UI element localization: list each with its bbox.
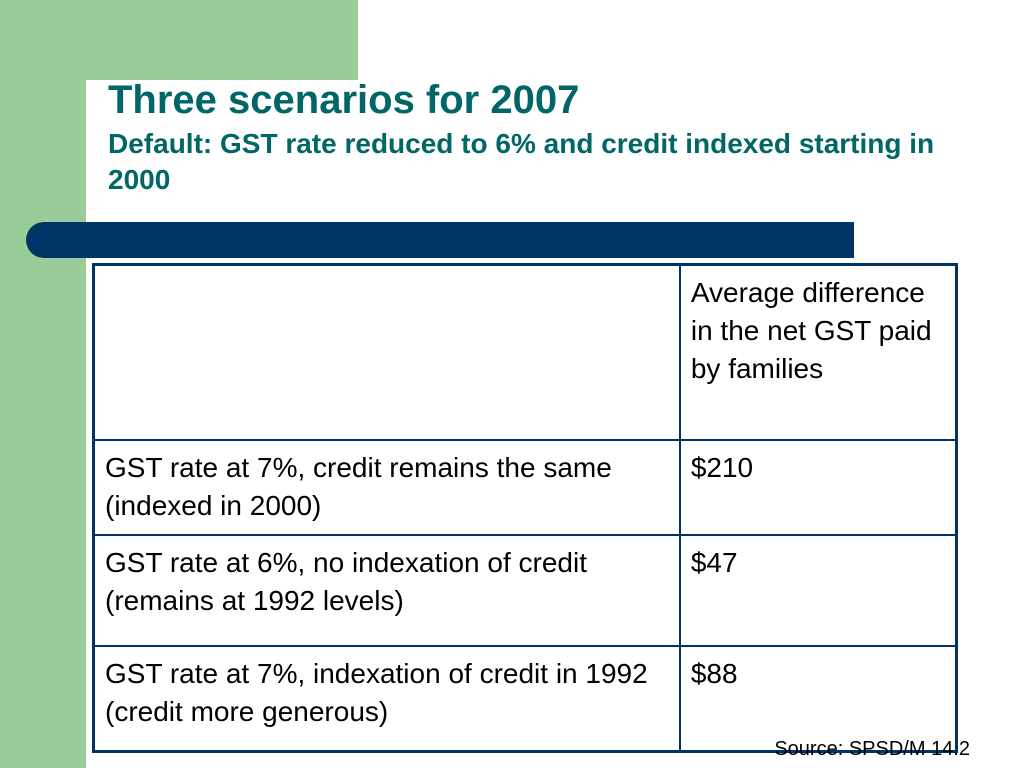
table-header-row: Average difference in the net GST paid b…	[92, 263, 958, 441]
table-row: GST rate at 7%, credit remains the same …	[92, 439, 958, 536]
title-divider-bar	[26, 222, 854, 258]
scenario-cell: GST rate at 7%, credit remains the same …	[92, 439, 681, 536]
header-scenario-cell	[92, 263, 681, 441]
slide-subtitle: Default: GST rate reduced to 6% and cred…	[108, 128, 935, 195]
left-green-bar	[0, 0, 86, 768]
difference-cell: $47	[678, 534, 958, 647]
table-row: GST rate at 6%, no indexation of credit …	[92, 534, 958, 647]
scenario-cell: GST rate at 7%, indexation of credit in …	[92, 645, 681, 753]
source-note: Source: SPSD/M 14.2	[774, 738, 970, 760]
scenarios-table: Average difference in the net GST paid b…	[92, 263, 958, 753]
scenario-cell: GST rate at 6%, no indexation of credit …	[92, 534, 681, 647]
difference-cell: $88	[678, 645, 958, 753]
top-green-block	[0, 0, 358, 80]
difference-cell: $210	[678, 439, 958, 536]
header-difference-cell: Average difference in the net GST paid b…	[678, 263, 958, 441]
slide-title: Three scenarios for 2007	[108, 78, 580, 122]
table-row: GST rate at 7%, indexation of credit in …	[92, 645, 958, 753]
